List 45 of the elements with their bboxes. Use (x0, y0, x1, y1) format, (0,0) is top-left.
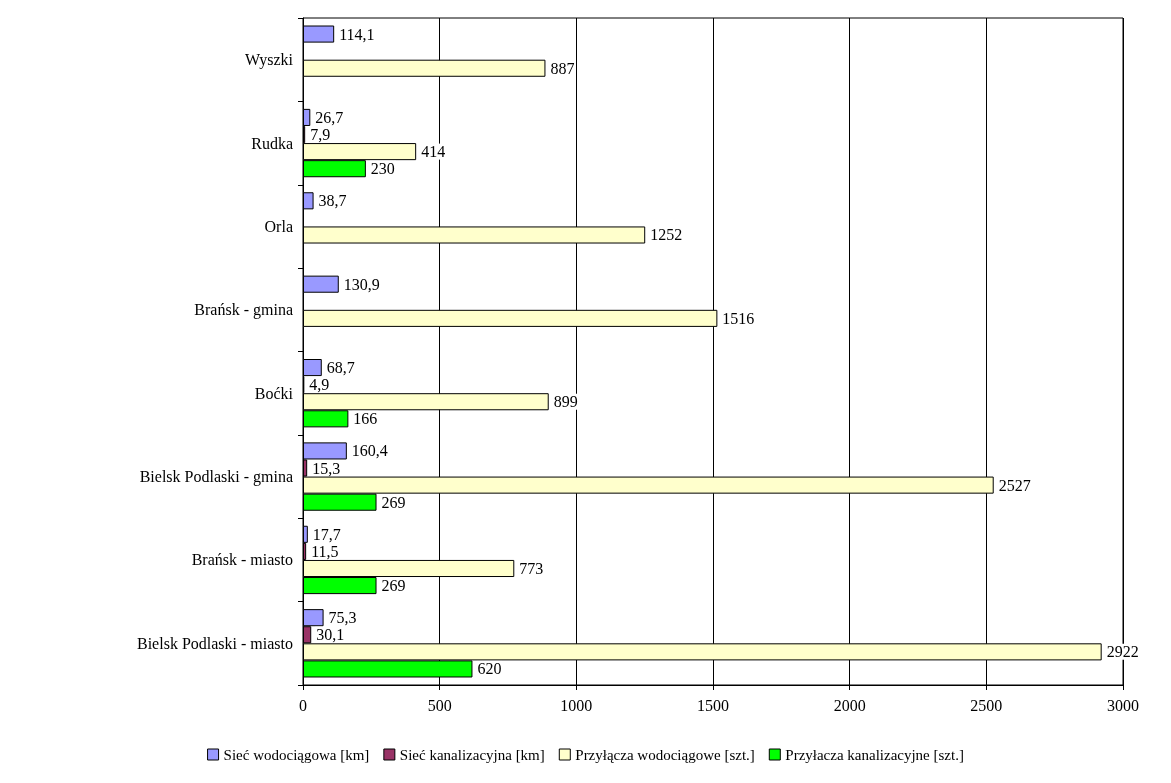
data-label: 130,9 (343, 275, 380, 293)
data-label: 414 (421, 143, 446, 161)
y-tick-label: Rudka (251, 134, 293, 152)
data-label: 899 (553, 393, 578, 411)
data-label: 4,9 (309, 376, 330, 394)
y-tick-label: Bielsk Podlaski - miasto (137, 634, 293, 652)
data-label: 1252 (650, 226, 683, 244)
data-label: 17,7 (312, 525, 341, 543)
data-label: 773 (519, 559, 544, 577)
data-label: 269 (381, 493, 406, 511)
y-tick-label: Wyszki (245, 51, 294, 70)
data-label: 230 (370, 160, 395, 178)
x-tick-label: 3000 (1107, 696, 1139, 714)
data-label: 15,3 (312, 459, 341, 477)
y-tick-label: Orla (264, 217, 293, 235)
y-tick-label: Bielsk Podlaski - gmina (139, 468, 293, 487)
data-label: 2922 (1106, 643, 1139, 661)
x-tick-label: 500 (427, 696, 452, 714)
data-label: 269 (381, 577, 406, 595)
data-label: 114,1 (339, 25, 375, 43)
x-tick-label: 2500 (970, 696, 1003, 714)
x-tick-label: 0 (299, 696, 307, 714)
y-tick-label: Brańsk - gmina (194, 301, 293, 320)
data-label: 26,7 (315, 108, 344, 126)
data-label: 7,9 (310, 126, 331, 144)
x-tick-label: 2000 (833, 696, 866, 714)
x-tick-label: 1000 (560, 696, 593, 714)
legend-label: Sieć wodociągowa [km] (223, 746, 370, 763)
x-tick-label: 1500 (697, 696, 729, 714)
data-label: 160,4 (351, 442, 388, 460)
data-label: 1516 (722, 309, 755, 327)
y-tick-label: Boćki (254, 384, 294, 402)
data-label: 166 (353, 410, 378, 428)
data-label: 30,1 (316, 626, 345, 644)
legend-label: Przyłącza wodociągowe [szt.] (575, 746, 755, 763)
y-tick-label: Brańsk - miasto (191, 551, 293, 569)
legend-label: Sieć kanalizacyjna [km] (399, 746, 545, 763)
data-label: 68,7 (326, 359, 355, 377)
data-label: 620 (477, 660, 502, 678)
data-label: 75,3 (328, 609, 357, 627)
data-label: 887 (550, 59, 575, 77)
data-label: 2527 (998, 476, 1031, 494)
data-label: 38,7 (318, 192, 347, 210)
legend-label: Przyłacza kanalizacyjne [szt.] (785, 746, 964, 763)
data-label: 11,5 (311, 542, 339, 560)
